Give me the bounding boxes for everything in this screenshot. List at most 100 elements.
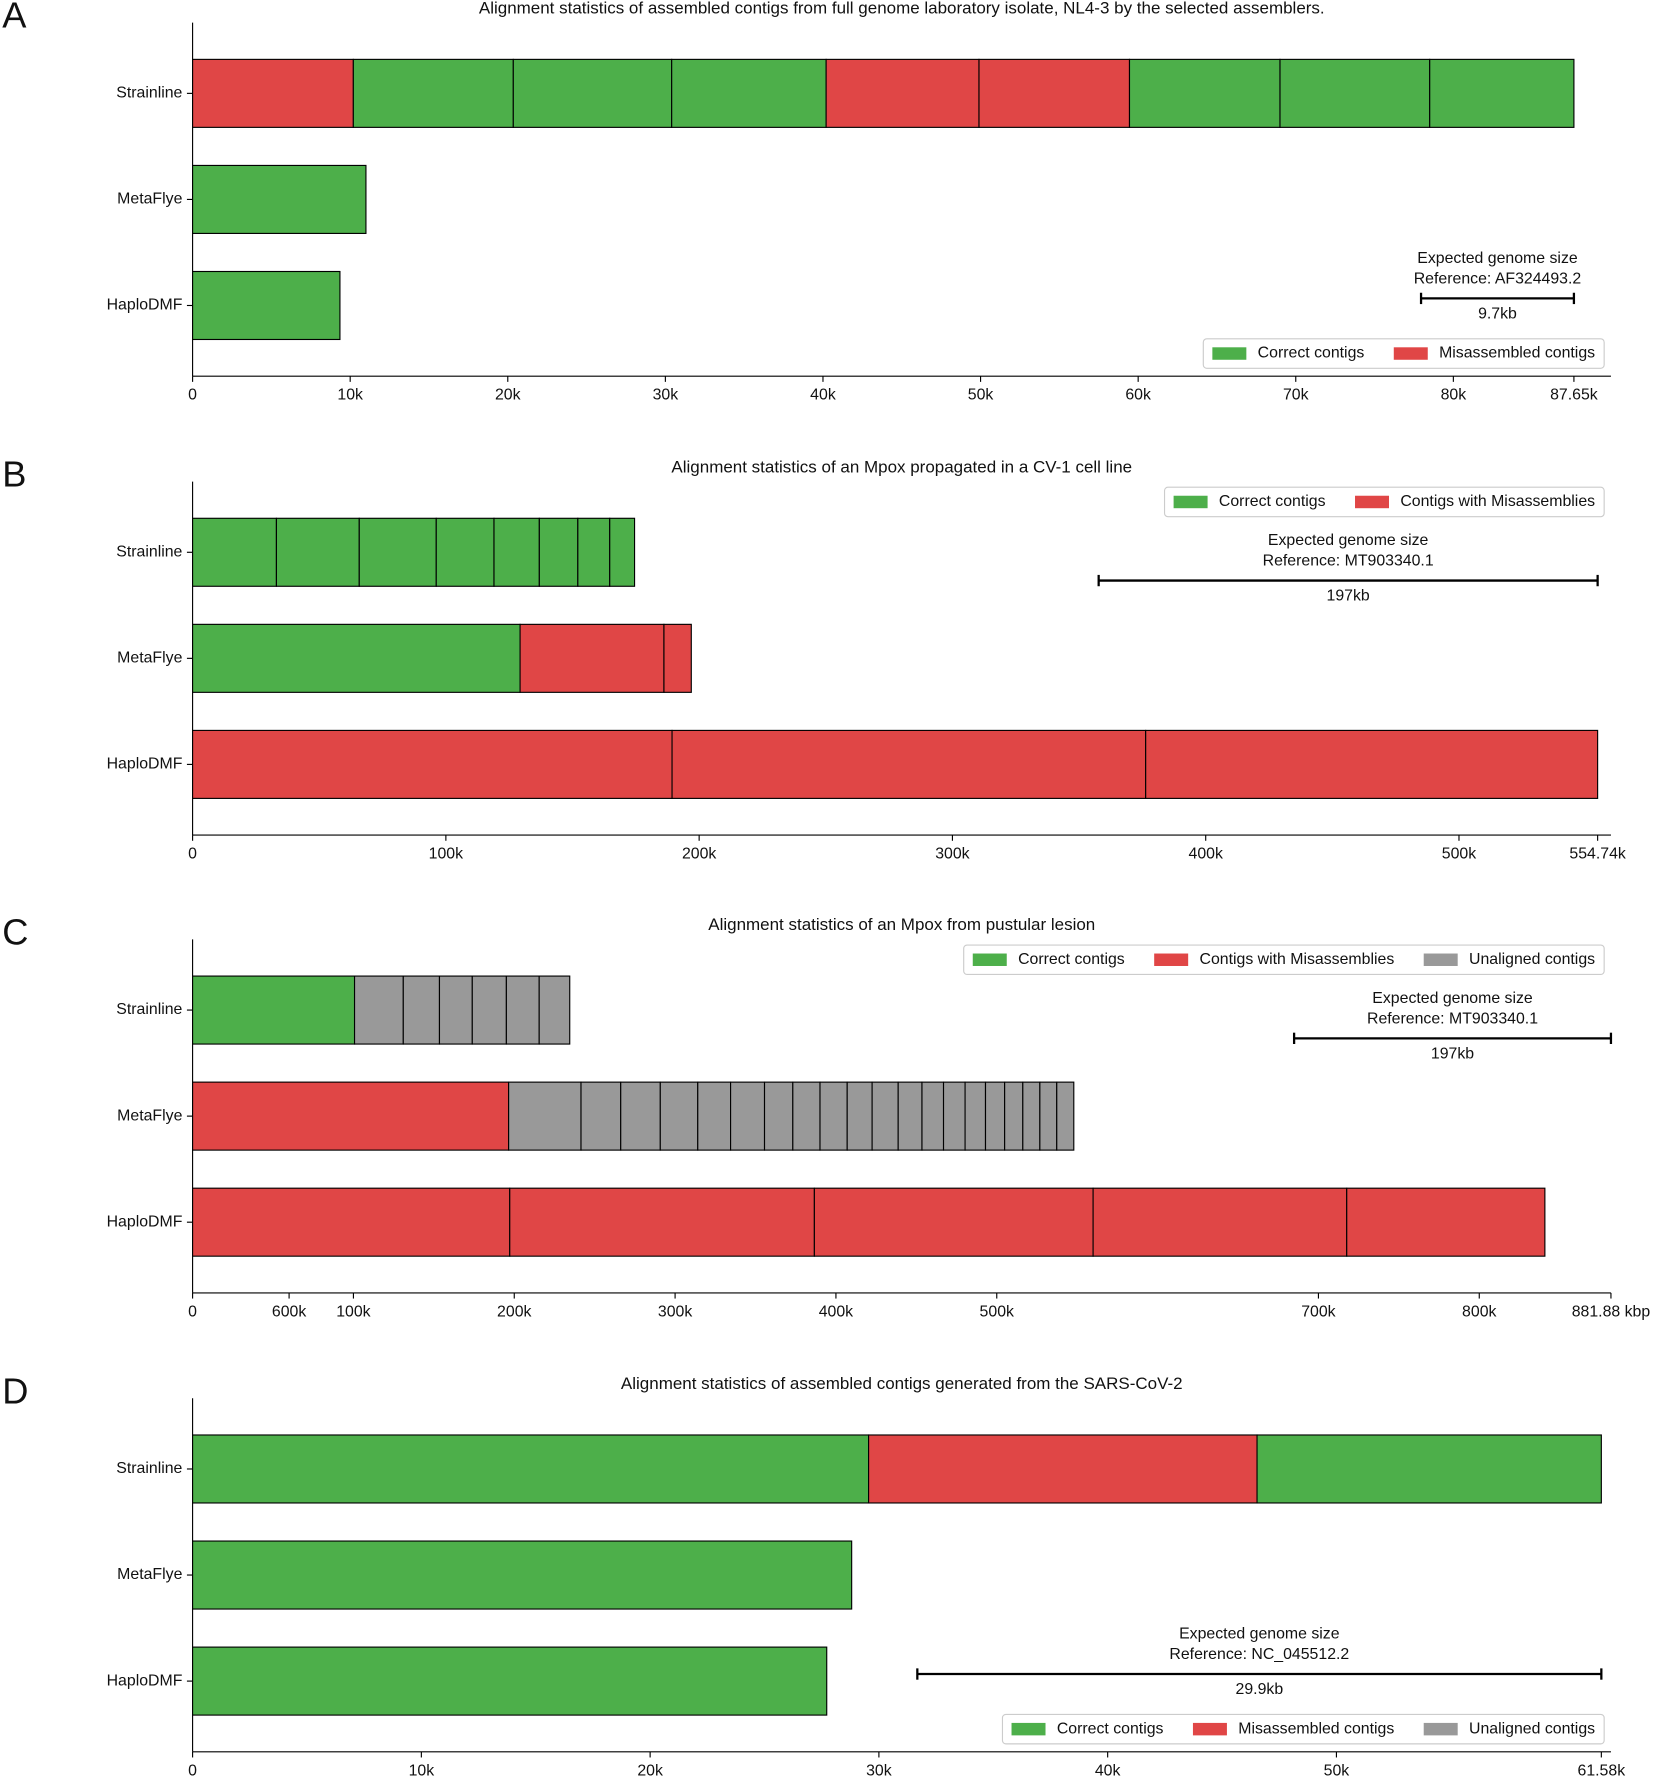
x-tick-label: 400k <box>1189 846 1223 863</box>
bar-segment <box>921 1081 945 1151</box>
legend: Correct contigs Contigs with Misassemblie… <box>963 944 1605 976</box>
bar-segment <box>192 1434 870 1504</box>
bar-segment <box>792 1081 821 1151</box>
bar-segment <box>402 975 441 1045</box>
x-tick-label: 87.65k <box>1550 387 1598 404</box>
legend-swatch <box>1355 495 1390 509</box>
y-tick-label: MetaFlye <box>117 191 182 208</box>
legend-swatch <box>1423 1722 1458 1736</box>
bar-segment <box>192 1187 511 1257</box>
expected-reference: Reference: NC_045512.2 <box>1169 1646 1349 1663</box>
legend-swatch <box>1212 347 1247 360</box>
legend: Correct contigs Misassembled contigs Unali… <box>1001 1713 1605 1745</box>
bar-segment <box>730 1081 766 1151</box>
x-tick-label: 20k <box>637 1762 663 1779</box>
legend-swatch <box>1192 1722 1227 1736</box>
y-tick-label: Strainline <box>116 1001 182 1018</box>
bar-segment <box>620 1081 661 1151</box>
panel-letter: D <box>2 1370 28 1411</box>
bar-segment <box>435 517 495 587</box>
bar-segment <box>192 623 521 693</box>
legend-label: Unaligned contigs <box>1469 951 1595 968</box>
legend-box <box>963 944 1605 976</box>
bar-segment <box>275 517 360 587</box>
panel-letter: C <box>2 911 28 952</box>
x-tick-label: 0 <box>188 846 197 863</box>
x-tick-label: 500k <box>1442 846 1476 863</box>
bar-segment <box>192 517 277 587</box>
bar-segment <box>519 623 665 693</box>
chart-title: Alignment statistics of assembled contig… <box>621 1374 1183 1393</box>
bar-segment <box>871 1081 899 1151</box>
x-tick-label: 554.74k <box>1569 846 1626 863</box>
bar-segment <box>1022 1081 1041 1151</box>
bar-segment <box>978 58 1131 128</box>
bar-segment <box>493 517 540 587</box>
x-tick-label: 600k <box>272 1303 306 1320</box>
x-tick-label: 800k <box>1462 1303 1496 1320</box>
bar-segment <box>192 1646 828 1716</box>
bar-segment <box>192 270 341 341</box>
bar-segment <box>671 729 1147 799</box>
y-tick-label: HaploDMF <box>107 756 183 773</box>
legend-swatch <box>972 953 1007 966</box>
bar-segment <box>538 517 579 587</box>
bar-segment <box>984 1081 1006 1151</box>
bar-segment <box>819 1081 848 1151</box>
panel-letter: A <box>2 0 27 36</box>
x-tick-label: 30k <box>866 1762 892 1779</box>
legend-label: Unaligned contigs <box>1469 1720 1595 1737</box>
x-tick-label: 881.88 kbp <box>1572 1303 1651 1320</box>
legend: Correct contigs Misassembled contigs <box>1202 338 1605 369</box>
bar-segment <box>825 58 980 128</box>
legend-swatch <box>1423 953 1458 966</box>
legend-swatch <box>1173 495 1208 509</box>
legend-label: Correct contigs <box>1258 345 1365 362</box>
x-tick-label: 100k <box>429 846 463 863</box>
x-tick-label: 200k <box>497 1303 531 1320</box>
x-tick-label: 80k <box>1441 387 1467 404</box>
x-tick-label: 40k <box>1095 1762 1121 1779</box>
x-tick-label: 500k <box>980 1303 1014 1320</box>
bar-segment <box>1279 58 1431 128</box>
bar-segment <box>846 1081 873 1151</box>
bar-segment <box>509 1187 815 1257</box>
bar-segment <box>192 975 356 1045</box>
bar-segment <box>671 58 827 128</box>
expected-label: 29.9kb <box>1236 1681 1284 1698</box>
chart-title: Alignment statistics of an Mpox propagat… <box>671 457 1132 476</box>
bar-segment <box>505 975 540 1045</box>
x-tick-label: 61.58k <box>1578 1762 1626 1779</box>
x-tick-label: 10k <box>409 1762 435 1779</box>
expected-title: Expected genome size <box>1268 532 1429 549</box>
y-tick-label: HaploDMF <box>107 1213 183 1230</box>
bar-segment <box>868 1434 1258 1504</box>
x-tick-label: 70k <box>1283 387 1309 404</box>
bar-segment <box>942 1081 966 1151</box>
x-tick-label: 100k <box>336 1303 370 1320</box>
x-tick-label: 300k <box>935 846 969 863</box>
x-tick-label: 60k <box>1125 387 1151 404</box>
bar-segment <box>192 164 367 234</box>
bar-segment <box>512 58 673 128</box>
bar-segment <box>609 517 636 587</box>
bar-segment <box>964 1081 987 1151</box>
bar-segment <box>192 1081 510 1151</box>
bar-segment <box>1039 1081 1058 1151</box>
legend-label: Contigs with Misassemblies <box>1199 951 1394 968</box>
legend-swatch <box>1011 1722 1046 1736</box>
legend-swatch <box>1393 347 1428 360</box>
bar-segment <box>538 975 571 1045</box>
bar-segment <box>659 1081 699 1151</box>
bar-segment <box>438 975 473 1045</box>
expected-reference: Reference: MT903340.1 <box>1367 1010 1538 1027</box>
chart-title: Alignment statistics of assembled contig… <box>479 0 1325 18</box>
y-tick-label: Strainline <box>116 543 182 560</box>
bar-segment <box>1004 1081 1024 1151</box>
bar-segment <box>580 1081 622 1151</box>
x-tick-label: 300k <box>658 1303 692 1320</box>
x-tick-label: 50k <box>968 387 994 404</box>
y-tick-label: MetaFlye <box>117 650 182 667</box>
legend-label: Contigs with Misassemblies <box>1400 493 1595 510</box>
